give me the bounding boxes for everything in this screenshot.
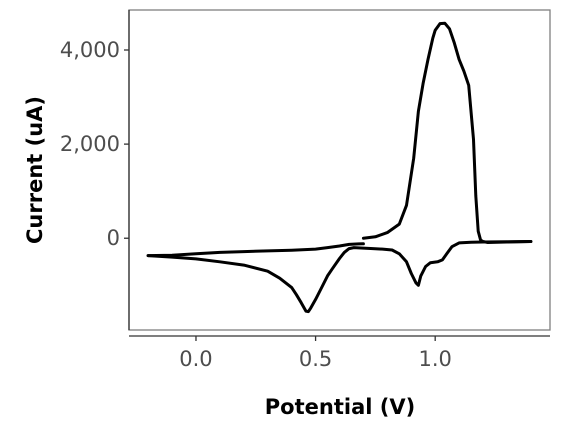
y-tick-label: 4,000 bbox=[60, 38, 120, 62]
y-tick-label: 2,000 bbox=[60, 132, 120, 156]
x-tick-label: 0.0 bbox=[179, 347, 212, 371]
y-tick-label: 0 bbox=[107, 226, 120, 250]
data-series bbox=[146, 21, 533, 314]
y-axis-ticks: 0 2,000 4,000 bbox=[60, 38, 129, 250]
y-axis-title: Current (uA) bbox=[23, 96, 47, 244]
x-axis-title: Potential (V) bbox=[265, 395, 415, 419]
x-tick-label: 1.0 bbox=[418, 347, 451, 371]
series-line-1 bbox=[361, 21, 533, 244]
x-axis-ticks: 0.0 0.5 1.0 bbox=[179, 336, 452, 371]
series-line-2 bbox=[146, 240, 533, 314]
series-line-3 bbox=[146, 242, 365, 258]
x-tick-label: 0.5 bbox=[299, 347, 332, 371]
